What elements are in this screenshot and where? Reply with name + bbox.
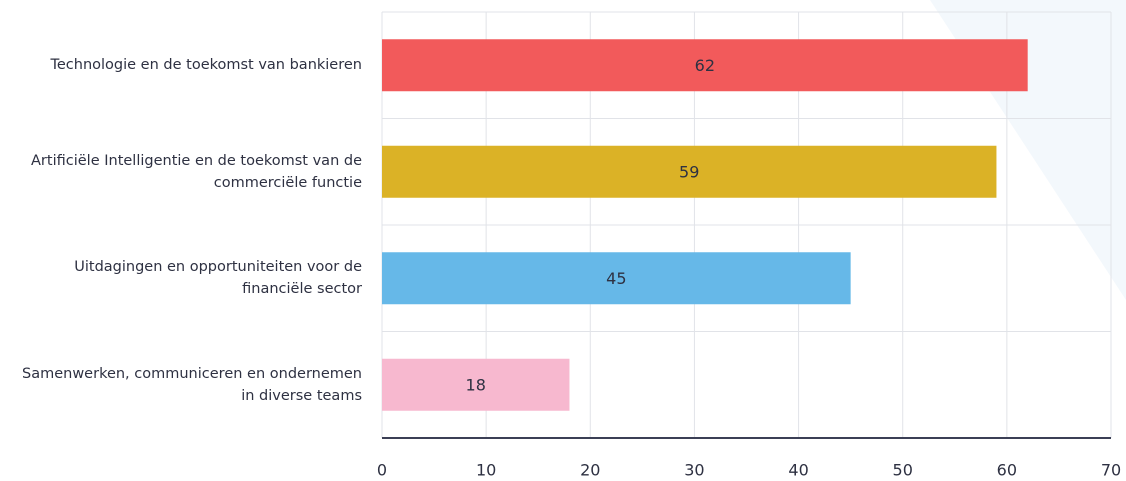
category-label: Artificiële Intelligentie en de toekomst… <box>31 152 362 191</box>
bar <box>382 358 570 411</box>
value-label: 18 <box>466 375 486 394</box>
category-label: Samenwerken, communiceren en ondernemen … <box>22 365 362 404</box>
x-tick-label: 60 <box>997 461 1017 480</box>
x-tick-label: 0 <box>377 461 387 480</box>
value-label: 45 <box>606 269 626 288</box>
x-tick-label: 40 <box>788 461 808 480</box>
value-label: 59 <box>679 162 699 181</box>
bar <box>382 39 1028 92</box>
x-tick-label: 50 <box>893 461 913 480</box>
x-tick-label: 10 <box>476 461 496 480</box>
x-tick-label: 70 <box>1101 461 1121 480</box>
bar <box>382 252 851 305</box>
bar <box>382 145 997 198</box>
value-label: 62 <box>695 56 715 75</box>
x-tick-label: 20 <box>580 461 600 480</box>
category-label: Technologie en de toekomst van bankieren <box>50 57 362 74</box>
category-label: Uitdagingen en opportuniteiten voor de f… <box>74 259 362 298</box>
x-tick-label: 30 <box>684 461 704 480</box>
